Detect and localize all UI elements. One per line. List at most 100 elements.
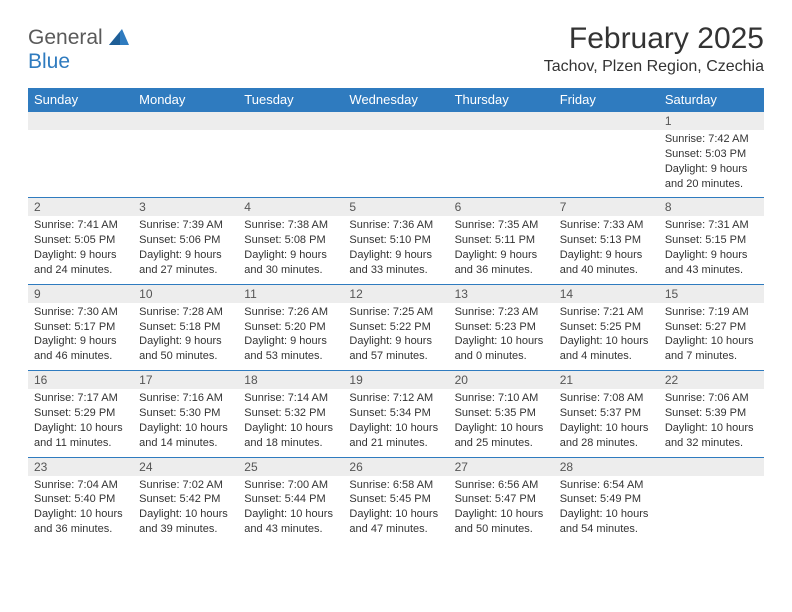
sunrise-text: Sunrise: 7:42 AM xyxy=(665,132,758,147)
calendar-day-cell: 20Sunrise: 7:10 AMSunset: 5:35 PMDayligh… xyxy=(449,371,554,457)
sunrise-text: Sunrise: 7:19 AM xyxy=(665,305,758,320)
sunrise-text: Sunrise: 7:36 AM xyxy=(349,218,442,233)
daylight-text: Daylight: 9 hours and 40 minutes. xyxy=(560,248,653,278)
daylight-text: Daylight: 10 hours and 28 minutes. xyxy=(560,421,653,451)
day-number: 8 xyxy=(659,198,764,216)
calendar-day-cell: 16Sunrise: 7:17 AMSunset: 5:29 PMDayligh… xyxy=(28,371,133,457)
calendar-day-cell: 27Sunrise: 6:56 AMSunset: 5:47 PMDayligh… xyxy=(449,457,554,543)
sunset-text: Sunset: 5:42 PM xyxy=(139,492,232,507)
weekday-header: Sunday xyxy=(28,88,133,112)
sunset-text: Sunset: 5:30 PM xyxy=(139,406,232,421)
day-info: Sunrise: 7:17 AMSunset: 5:29 PMDaylight:… xyxy=(28,389,133,456)
calendar-day-cell: 22Sunrise: 7:06 AMSunset: 5:39 PMDayligh… xyxy=(659,371,764,457)
daylight-text: Daylight: 10 hours and 32 minutes. xyxy=(665,421,758,451)
day-info: Sunrise: 7:21 AMSunset: 5:25 PMDaylight:… xyxy=(554,303,659,370)
day-info: Sunrise: 7:39 AMSunset: 5:06 PMDaylight:… xyxy=(133,216,238,283)
sunset-text: Sunset: 5:11 PM xyxy=(455,233,548,248)
day-number: 28 xyxy=(554,458,659,476)
day-info xyxy=(343,130,448,188)
sunrise-text: Sunrise: 6:56 AM xyxy=(455,478,548,493)
sunrise-text: Sunrise: 7:35 AM xyxy=(455,218,548,233)
sunrise-text: Sunrise: 7:25 AM xyxy=(349,305,442,320)
daylight-text: Daylight: 9 hours and 57 minutes. xyxy=(349,334,442,364)
day-number: 11 xyxy=(238,285,343,303)
daylight-text: Daylight: 10 hours and 18 minutes. xyxy=(244,421,337,451)
sunrise-text: Sunrise: 7:06 AM xyxy=(665,391,758,406)
sunset-text: Sunset: 5:20 PM xyxy=(244,320,337,335)
calendar-day-cell: 8Sunrise: 7:31 AMSunset: 5:15 PMDaylight… xyxy=(659,198,764,284)
sunset-text: Sunset: 5:37 PM xyxy=(560,406,653,421)
sunrise-text: Sunrise: 7:28 AM xyxy=(139,305,232,320)
calendar-head: SundayMondayTuesdayWednesdayThursdayFrid… xyxy=(28,88,764,112)
day-info: Sunrise: 6:56 AMSunset: 5:47 PMDaylight:… xyxy=(449,476,554,543)
daylight-text: Daylight: 9 hours and 53 minutes. xyxy=(244,334,337,364)
weekday-header: Monday xyxy=(133,88,238,112)
day-info: Sunrise: 7:12 AMSunset: 5:34 PMDaylight:… xyxy=(343,389,448,456)
day-number: 10 xyxy=(133,285,238,303)
calendar-day-cell: 24Sunrise: 7:02 AMSunset: 5:42 PMDayligh… xyxy=(133,457,238,543)
sunset-text: Sunset: 5:49 PM xyxy=(560,492,653,507)
sunset-text: Sunset: 5:17 PM xyxy=(34,320,127,335)
logo: General Blue xyxy=(28,22,129,74)
weekday-header: Saturday xyxy=(659,88,764,112)
sunset-text: Sunset: 5:29 PM xyxy=(34,406,127,421)
calendar-table: SundayMondayTuesdayWednesdayThursdayFrid… xyxy=(28,88,764,543)
sunset-text: Sunset: 5:13 PM xyxy=(560,233,653,248)
day-number: 14 xyxy=(554,285,659,303)
calendar-day-cell xyxy=(659,457,764,543)
day-number: 1 xyxy=(659,112,764,130)
day-info: Sunrise: 7:08 AMSunset: 5:37 PMDaylight:… xyxy=(554,389,659,456)
calendar-day-cell: 18Sunrise: 7:14 AMSunset: 5:32 PMDayligh… xyxy=(238,371,343,457)
day-number: 26 xyxy=(343,458,448,476)
day-number: 27 xyxy=(449,458,554,476)
calendar-week-row: 23Sunrise: 7:04 AMSunset: 5:40 PMDayligh… xyxy=(28,457,764,543)
day-number: 15 xyxy=(659,285,764,303)
day-info: Sunrise: 7:14 AMSunset: 5:32 PMDaylight:… xyxy=(238,389,343,456)
day-info: Sunrise: 7:41 AMSunset: 5:05 PMDaylight:… xyxy=(28,216,133,283)
day-info xyxy=(554,130,659,188)
calendar-day-cell: 15Sunrise: 7:19 AMSunset: 5:27 PMDayligh… xyxy=(659,284,764,370)
sunrise-text: Sunrise: 7:38 AM xyxy=(244,218,337,233)
sunrise-text: Sunrise: 6:58 AM xyxy=(349,478,442,493)
day-info: Sunrise: 7:02 AMSunset: 5:42 PMDaylight:… xyxy=(133,476,238,543)
sunset-text: Sunset: 5:06 PM xyxy=(139,233,232,248)
calendar-day-cell: 2Sunrise: 7:41 AMSunset: 5:05 PMDaylight… xyxy=(28,198,133,284)
day-number xyxy=(554,112,659,130)
calendar-day-cell: 6Sunrise: 7:35 AMSunset: 5:11 PMDaylight… xyxy=(449,198,554,284)
day-info: Sunrise: 7:38 AMSunset: 5:08 PMDaylight:… xyxy=(238,216,343,283)
daylight-text: Daylight: 9 hours and 27 minutes. xyxy=(139,248,232,278)
day-info: Sunrise: 7:16 AMSunset: 5:30 PMDaylight:… xyxy=(133,389,238,456)
day-number xyxy=(133,112,238,130)
sunset-text: Sunset: 5:10 PM xyxy=(349,233,442,248)
day-info xyxy=(133,130,238,188)
day-info: Sunrise: 7:26 AMSunset: 5:20 PMDaylight:… xyxy=(238,303,343,370)
day-number xyxy=(449,112,554,130)
sunset-text: Sunset: 5:32 PM xyxy=(244,406,337,421)
calendar-day-cell: 5Sunrise: 7:36 AMSunset: 5:10 PMDaylight… xyxy=(343,198,448,284)
daylight-text: Daylight: 9 hours and 36 minutes. xyxy=(455,248,548,278)
calendar-day-cell xyxy=(238,112,343,198)
daylight-text: Daylight: 9 hours and 20 minutes. xyxy=(665,162,758,192)
sunrise-text: Sunrise: 7:02 AM xyxy=(139,478,232,493)
calendar-day-cell: 4Sunrise: 7:38 AMSunset: 5:08 PMDaylight… xyxy=(238,198,343,284)
day-number xyxy=(343,112,448,130)
weekday-header: Thursday xyxy=(449,88,554,112)
weekday-header: Tuesday xyxy=(238,88,343,112)
calendar-day-cell: 26Sunrise: 6:58 AMSunset: 5:45 PMDayligh… xyxy=(343,457,448,543)
calendar-day-cell: 7Sunrise: 7:33 AMSunset: 5:13 PMDaylight… xyxy=(554,198,659,284)
weekday-header: Friday xyxy=(554,88,659,112)
day-number: 9 xyxy=(28,285,133,303)
calendar-day-cell: 10Sunrise: 7:28 AMSunset: 5:18 PMDayligh… xyxy=(133,284,238,370)
calendar-day-cell: 25Sunrise: 7:00 AMSunset: 5:44 PMDayligh… xyxy=(238,457,343,543)
sunset-text: Sunset: 5:47 PM xyxy=(455,492,548,507)
logo-word1: General xyxy=(28,26,103,49)
sunset-text: Sunset: 5:27 PM xyxy=(665,320,758,335)
day-number: 20 xyxy=(449,371,554,389)
day-number: 7 xyxy=(554,198,659,216)
day-info xyxy=(238,130,343,188)
daylight-text: Daylight: 10 hours and 50 minutes. xyxy=(455,507,548,537)
day-number xyxy=(238,112,343,130)
sunrise-text: Sunrise: 6:54 AM xyxy=(560,478,653,493)
calendar-day-cell: 3Sunrise: 7:39 AMSunset: 5:06 PMDaylight… xyxy=(133,198,238,284)
calendar-day-cell xyxy=(554,112,659,198)
